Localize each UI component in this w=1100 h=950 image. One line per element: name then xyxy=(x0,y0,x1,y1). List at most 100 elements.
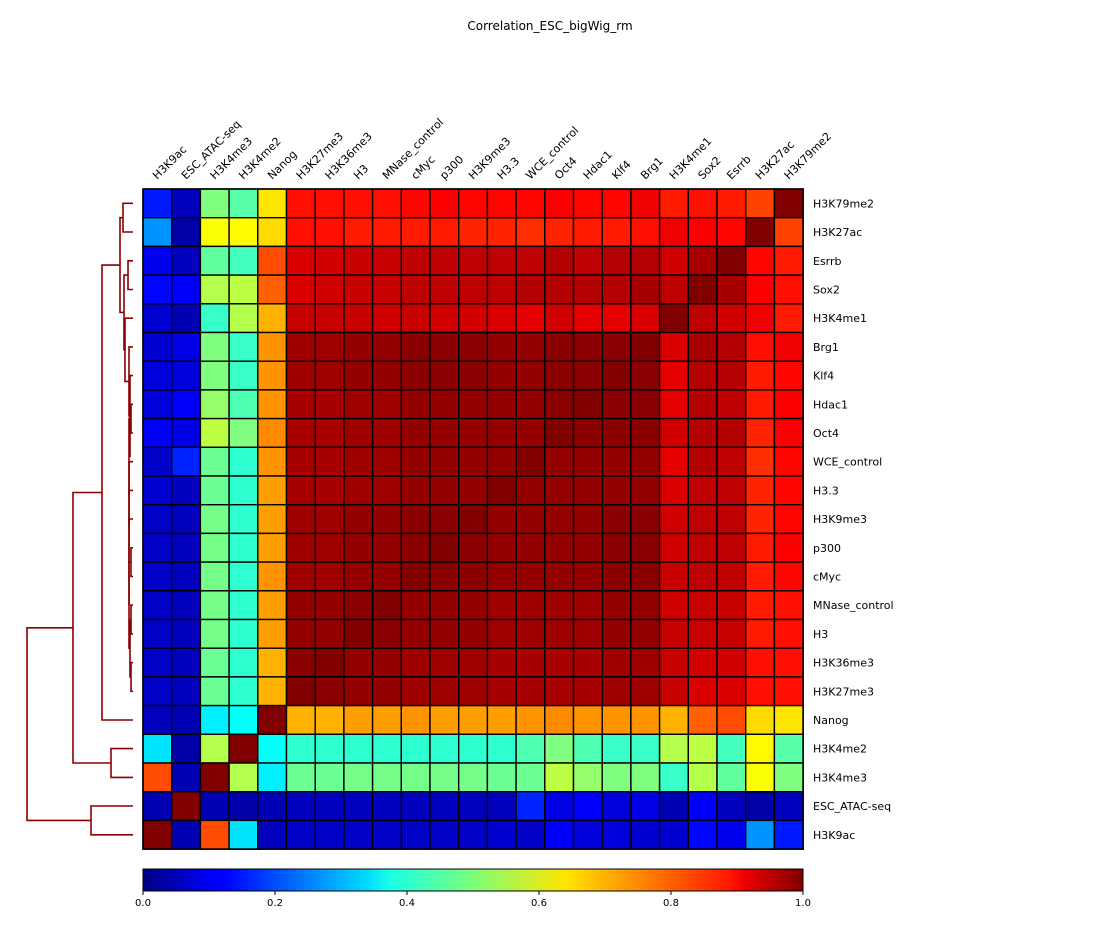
heatmap-cell xyxy=(429,704,460,735)
heatmap-cell xyxy=(257,216,288,248)
row-label: H3 xyxy=(813,628,828,641)
heatmap-cell xyxy=(343,475,374,506)
heatmap-cell xyxy=(745,532,776,563)
heatmap-cell xyxy=(486,791,517,822)
heatmap-cell xyxy=(371,704,403,735)
heatmap-cell xyxy=(343,791,374,822)
heatmap-cell xyxy=(170,446,202,477)
heatmap-cell xyxy=(515,504,546,535)
row-label: H3K27me3 xyxy=(813,685,874,698)
heatmap-cell xyxy=(544,791,575,822)
heatmap-cell xyxy=(601,331,632,362)
heatmap-cell xyxy=(228,389,259,420)
heatmap-cell xyxy=(343,647,374,678)
heatmap-cell xyxy=(745,216,776,248)
heatmap-cell xyxy=(400,188,431,219)
heatmap-cell xyxy=(257,274,288,305)
heatmap-cell xyxy=(716,360,747,391)
heatmap-cell xyxy=(515,819,546,850)
heatmap-cell xyxy=(458,704,489,735)
heatmap-cell xyxy=(285,532,316,563)
heatmap-cell xyxy=(773,532,804,563)
heatmap-cell xyxy=(257,532,288,563)
heatmap-cell xyxy=(630,676,661,707)
row-label: H3K79me2 xyxy=(813,197,874,210)
heatmap-cell xyxy=(142,245,173,276)
dendrogram-link xyxy=(130,547,133,578)
heatmap-cell xyxy=(257,704,288,735)
heatmap-cell xyxy=(658,303,689,334)
heatmap-cell xyxy=(601,389,632,420)
heatmap-cell xyxy=(314,417,345,449)
heatmap-cell xyxy=(371,561,403,592)
heatmap-cell xyxy=(371,331,403,362)
heatmap-cell xyxy=(773,360,804,391)
heatmap-cell xyxy=(142,360,173,391)
heatmap-cell xyxy=(257,331,288,362)
heatmap-cell xyxy=(285,360,316,391)
heatmap-cell xyxy=(486,762,517,793)
heatmap-cell xyxy=(745,389,776,420)
heatmap-cell xyxy=(515,274,546,305)
heatmap-cell xyxy=(486,216,517,248)
heatmap-cell xyxy=(601,590,632,621)
heatmap-cell xyxy=(601,532,632,563)
heatmap-cell xyxy=(773,303,804,334)
heatmap-cell xyxy=(601,561,632,592)
heatmap-cell xyxy=(544,274,575,305)
heatmap-cell xyxy=(142,274,173,305)
heatmap-cell xyxy=(429,417,460,449)
column-label: H3.3 xyxy=(495,155,522,182)
heatmap-cell xyxy=(170,819,202,850)
heatmap-cell xyxy=(343,303,374,334)
heatmap-cell xyxy=(486,303,517,334)
dendrogram-link xyxy=(72,491,111,764)
heatmap-cell xyxy=(773,676,804,707)
heatmap-cell xyxy=(199,389,230,420)
heatmap-cell xyxy=(142,819,173,850)
heatmap-cell xyxy=(658,561,689,592)
heatmap-cell xyxy=(458,532,489,563)
heatmap-cell xyxy=(486,618,517,649)
heatmap-cell xyxy=(400,733,431,764)
heatmap-cell xyxy=(515,647,546,678)
heatmap-cell xyxy=(228,504,259,535)
heatmap-cell xyxy=(314,647,345,678)
dendrogram-link xyxy=(130,403,133,434)
dendrogram-link xyxy=(127,260,133,291)
heatmap-cell xyxy=(314,733,345,764)
heatmap-cell xyxy=(716,647,747,678)
heatmap-cell xyxy=(515,360,546,391)
heatmap-cell xyxy=(544,389,575,420)
heatmap-cell xyxy=(257,360,288,391)
heatmap-cell xyxy=(257,819,288,850)
heatmap-cell xyxy=(228,446,259,477)
heatmap-cell xyxy=(687,360,718,391)
heatmap-cell xyxy=(314,676,345,707)
heatmap-cell xyxy=(572,303,603,334)
heatmap-cell xyxy=(544,704,575,735)
heatmap-cell xyxy=(486,590,517,621)
heatmap-cell xyxy=(658,704,689,735)
heatmap-cell xyxy=(572,762,603,793)
heatmap-cell xyxy=(170,216,202,248)
heatmap-cell xyxy=(745,561,776,592)
row-label: Hdac1 xyxy=(813,398,848,411)
heatmap-cell xyxy=(515,590,546,621)
heatmap-cell xyxy=(716,216,747,248)
heatmap-cell xyxy=(773,188,804,219)
heatmap-cell xyxy=(314,791,345,822)
heatmap-cell xyxy=(572,704,603,735)
column-label: Brg1 xyxy=(638,155,665,182)
row-label: H3K36me3 xyxy=(813,657,874,670)
heatmap-cell xyxy=(371,532,403,563)
heatmap-cell xyxy=(716,791,747,822)
heatmap-cell xyxy=(458,331,489,362)
heatmap-cell xyxy=(199,475,230,506)
dendrogram-link xyxy=(26,627,91,822)
heatmap-cell xyxy=(515,331,546,362)
heatmap-cell xyxy=(343,532,374,563)
heatmap-cell xyxy=(458,647,489,678)
heatmap-cell xyxy=(601,819,632,850)
heatmap-cell xyxy=(257,303,288,334)
